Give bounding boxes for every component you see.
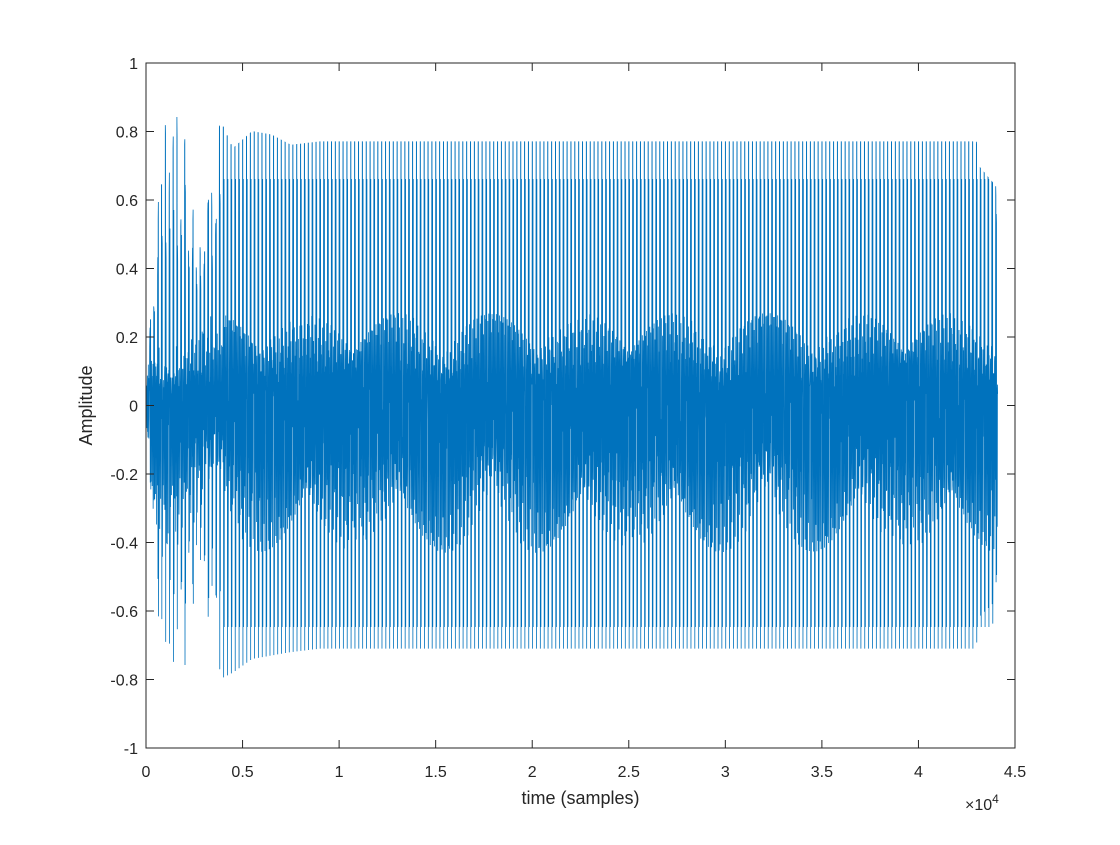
y-tick-label: 0.4 [116, 262, 138, 279]
y-tick-label: 0 [129, 399, 138, 416]
x-exponent-power: 4 [992, 792, 999, 806]
x-axis-exponent: ×104 [965, 792, 999, 814]
waveform-line [145, 117, 999, 678]
x-tick-label: 4.5 [1004, 764, 1026, 781]
y-tick-label: -1 [124, 741, 138, 758]
y-tick-label: 0.6 [116, 193, 138, 210]
y-tick-label: 0.8 [116, 125, 138, 142]
y-tick-label: -0.6 [110, 604, 138, 621]
y-axis-label: Amplitude [76, 365, 96, 445]
y-tick-label: 1 [129, 56, 138, 73]
x-tick-label: 2 [528, 764, 537, 781]
waveform-series [145, 117, 999, 678]
y-tick-label: -0.2 [110, 467, 138, 484]
tick-layer: 0 0.5 1 1.5 2 2.5 3 3.5 4 4.5 -1 -0.8 -0.6 -0.4 -0.2 0 0… [110, 56, 1026, 781]
x-exponent-base: ×10 [965, 797, 992, 814]
x-tick-label: 3.5 [811, 764, 833, 781]
x-tick-label: 1 [335, 764, 344, 781]
y-tick-label: 0.2 [116, 330, 138, 347]
x-tick-label: 0.5 [231, 764, 253, 781]
x-tick-label: 4 [914, 764, 923, 781]
x-tick-label: 2.5 [618, 764, 640, 781]
y-tick-label: -0.4 [110, 536, 138, 553]
x-tick-label: 1.5 [425, 764, 447, 781]
x-tick-label: 3 [721, 764, 730, 781]
x-axis-label: time (samples) [521, 788, 639, 808]
y-tick-label: -0.8 [110, 673, 138, 690]
x-tick-label: 0 [142, 764, 151, 781]
